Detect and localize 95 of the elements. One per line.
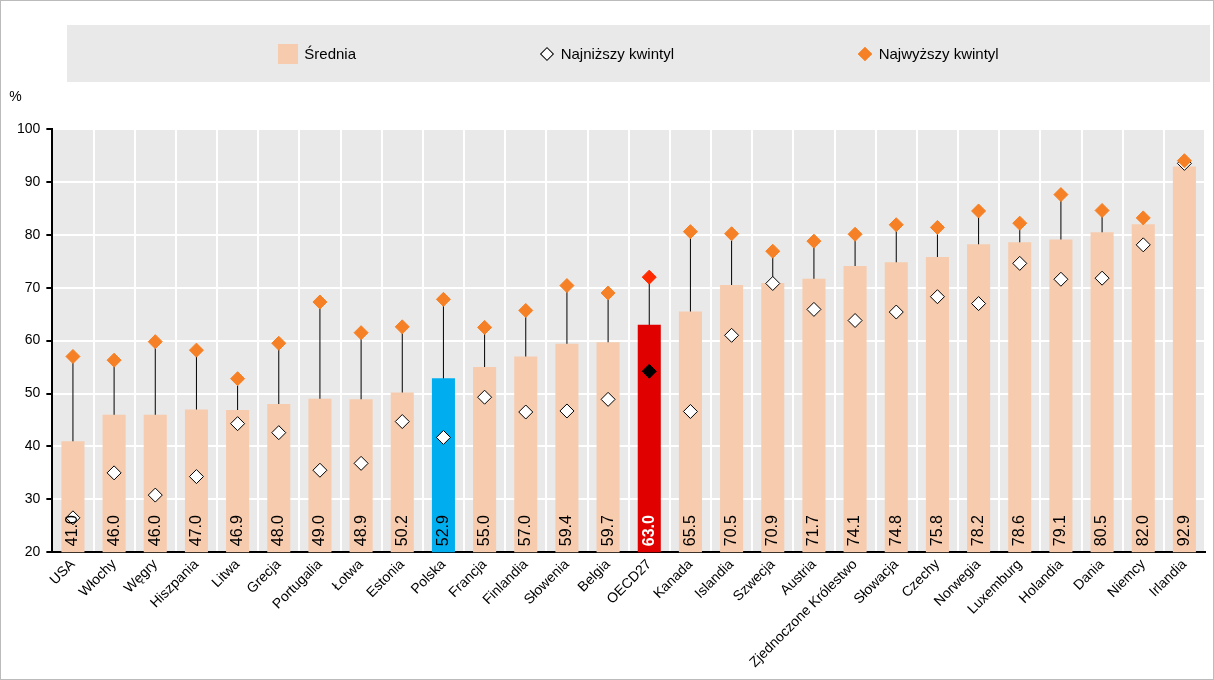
point: [106, 352, 122, 368]
point: [353, 455, 369, 471]
point: [847, 226, 863, 242]
data-label: 79.1: [1051, 514, 1069, 547]
data-label: 65.5: [680, 514, 698, 547]
point: [271, 335, 287, 351]
data-label: 71.7: [804, 514, 822, 547]
point: [477, 389, 493, 405]
point: [806, 301, 822, 317]
legend-label: Najwyższy kwintyl: [878, 45, 999, 62]
point: [1094, 202, 1110, 218]
point: [271, 425, 287, 441]
x-tick-label: USA: [46, 555, 79, 588]
point: [641, 363, 657, 379]
y-axis-title: %: [9, 88, 22, 104]
point: [312, 294, 328, 310]
point: [312, 462, 328, 478]
point: [1053, 271, 1069, 287]
point: [641, 269, 657, 285]
point: [682, 224, 698, 240]
data-label: 47.0: [186, 514, 204, 547]
data-label: 49.0: [310, 514, 328, 547]
point: [230, 371, 246, 387]
data-label: 78.6: [1010, 514, 1028, 547]
point: [188, 342, 204, 358]
data-label: 48.9: [351, 514, 369, 547]
data-label: 70.5: [722, 514, 739, 547]
y-tick-label: 100: [17, 119, 41, 136]
data-label: 59.4: [557, 514, 575, 547]
y-tick-label: 30: [24, 490, 41, 507]
point: [847, 313, 863, 329]
point: [765, 243, 781, 259]
point: [435, 291, 451, 307]
point: [682, 404, 698, 419]
point: [971, 296, 987, 312]
point: [765, 275, 781, 291]
data-label: 46.0: [145, 514, 163, 547]
point: [888, 217, 904, 233]
point: [353, 325, 369, 341]
point: [1053, 187, 1069, 203]
point: [230, 416, 246, 432]
y-tick-label: 90: [24, 172, 41, 189]
point: [806, 233, 822, 249]
point: [1012, 255, 1028, 271]
data-label: 63.0: [639, 514, 657, 547]
data-label: 55.0: [475, 514, 493, 547]
data-label: 92.9: [1174, 514, 1192, 547]
legend-label: Najniższy kwintyl: [560, 45, 675, 62]
point: [1094, 270, 1110, 286]
y-tick-label: 70: [24, 278, 41, 295]
data-label: 74.8: [886, 514, 904, 547]
point: [477, 319, 493, 335]
point: [600, 391, 616, 407]
point: [65, 348, 81, 364]
point: [435, 429, 451, 445]
y-tick-label: 80: [24, 225, 41, 242]
data-label: 75.8: [927, 514, 945, 547]
point: [929, 219, 945, 235]
data-label: 57.0: [516, 514, 534, 547]
point: [147, 334, 163, 350]
point: [971, 203, 987, 219]
data-label: 48.0: [269, 514, 287, 547]
point: [394, 319, 410, 335]
point: [559, 403, 575, 419]
legend-label: Średnia: [304, 45, 357, 62]
data-label: 59.7: [598, 514, 616, 547]
y-tick-label: 60: [24, 331, 41, 348]
data-label: 80.5: [1092, 514, 1110, 547]
point: [518, 404, 534, 420]
point: [600, 285, 616, 301]
y-tick-label: 50: [24, 384, 41, 401]
point: [188, 469, 204, 485]
data-label: 82.0: [1133, 514, 1151, 547]
y-tick-label: 20: [24, 543, 41, 560]
data-label: 78.2: [968, 514, 986, 547]
data-label: 52.9: [433, 514, 451, 547]
point: [106, 465, 122, 481]
point: [888, 304, 904, 320]
point: [147, 487, 163, 503]
data-label: 50.2: [392, 514, 410, 547]
point: [1012, 215, 1028, 231]
point: [518, 302, 534, 318]
point: [394, 414, 410, 430]
y-tick-label: 40: [24, 437, 41, 454]
point: [1135, 237, 1151, 253]
point: [724, 327, 740, 343]
data-label: 74.1: [845, 514, 863, 547]
data-label: 46.9: [228, 514, 246, 547]
data-label: 41.0: [63, 514, 81, 547]
point: [1135, 210, 1151, 226]
point: [929, 289, 945, 305]
data-label: 46.0: [104, 514, 122, 547]
data-label: 70.9: [763, 514, 781, 547]
point: [559, 278, 575, 294]
point: [724, 226, 740, 242]
